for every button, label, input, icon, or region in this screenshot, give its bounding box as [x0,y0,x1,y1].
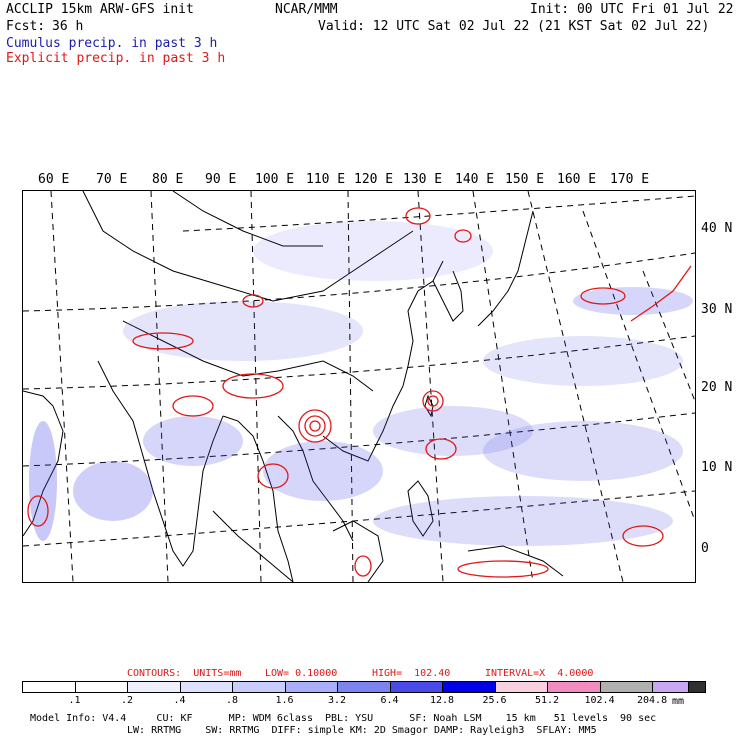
lon-label: 140 E [455,172,494,187]
precip-map [22,190,696,583]
colorbar-label: .1 [60,695,90,706]
colorbar-label: .8 [217,695,247,706]
lon-label: 70 E [96,172,127,187]
lat-label: 40 N [701,221,732,236]
colorbar-label: 51.2 [532,695,562,706]
colorbar-label: 1.6 [270,695,300,706]
colorbar-box [232,681,286,693]
lon-label: 130 E [403,172,442,187]
lon-label: 80 E [152,172,183,187]
legend-explicit: Explicit precip. in past 3 h [6,52,225,66]
colorbar-label: 25.6 [480,695,510,706]
colorbar-label: .4 [165,695,195,706]
colorbar-label: 102.4 [585,695,615,706]
lon-label: 60 E [38,172,69,187]
colorbar-box [652,681,689,693]
colorbar-box [495,681,549,693]
colorbar-box [337,681,391,693]
colorbar-box [75,681,129,693]
lat-label: 30 N [701,302,732,317]
valid-time: Valid: 12 UTC Sat 02 Jul 22 (21 KST Sat … [318,20,709,34]
cumulus-precip [29,221,693,546]
colorbar-box [285,681,339,693]
colorbar-box [390,681,444,693]
model-title: ACCLIP 15km ARW-GFS init [6,3,194,17]
footer-line1: Model Info: V4.4 CU: KF MP: WDM 6class P… [30,713,656,724]
lon-label: 120 E [354,172,393,187]
contours-units: CONTOURS: UNITS=mm [127,668,241,679]
init-time: Init: 00 UTC Fri 01 Jul 22 [530,3,734,17]
colorbar-box [547,681,601,693]
contours-interval: INTERVAL=X 4.0000 [485,668,593,679]
lon-label: 160 E [557,172,596,187]
lat-label: 10 N [701,460,732,475]
fcst-label: Fcst: [6,20,45,34]
lon-label: 110 E [306,172,345,187]
legend-cumulus: Cumulus precip. in past 3 h [6,37,217,51]
lon-label: 90 E [205,172,236,187]
lon-label: 100 E [255,172,294,187]
colorbar-label: 12.8 [427,695,457,706]
map-canvas [23,191,695,582]
center-label: NCAR/MMM [275,3,338,17]
colorbar-box [600,681,654,693]
lon-label: 170 E [610,172,649,187]
colorbar-label: 6.4 [375,695,405,706]
colorbar-units: mm [672,696,684,707]
colorbar-box [22,681,76,693]
footer-line2: LW: RRTMG SW: RRTMG DIFF: simple KM: 2D … [127,725,597,736]
colorbar-box [442,681,496,693]
colorbar-label: 204.8 [637,695,667,706]
colorbar-label: 3.2 [322,695,352,706]
colorbar-box [180,681,234,693]
contours-low: LOW= 0.10000 [265,668,337,679]
colorbar-box [127,681,181,693]
lat-label: 20 N [701,380,732,395]
contours-high: HIGH= 102.40 [372,668,450,679]
colorbar-label: .2 [112,695,142,706]
lon-label: 150 E [505,172,544,187]
fcst-value: 36 h [52,20,83,34]
lat-label: 0 [701,541,709,556]
